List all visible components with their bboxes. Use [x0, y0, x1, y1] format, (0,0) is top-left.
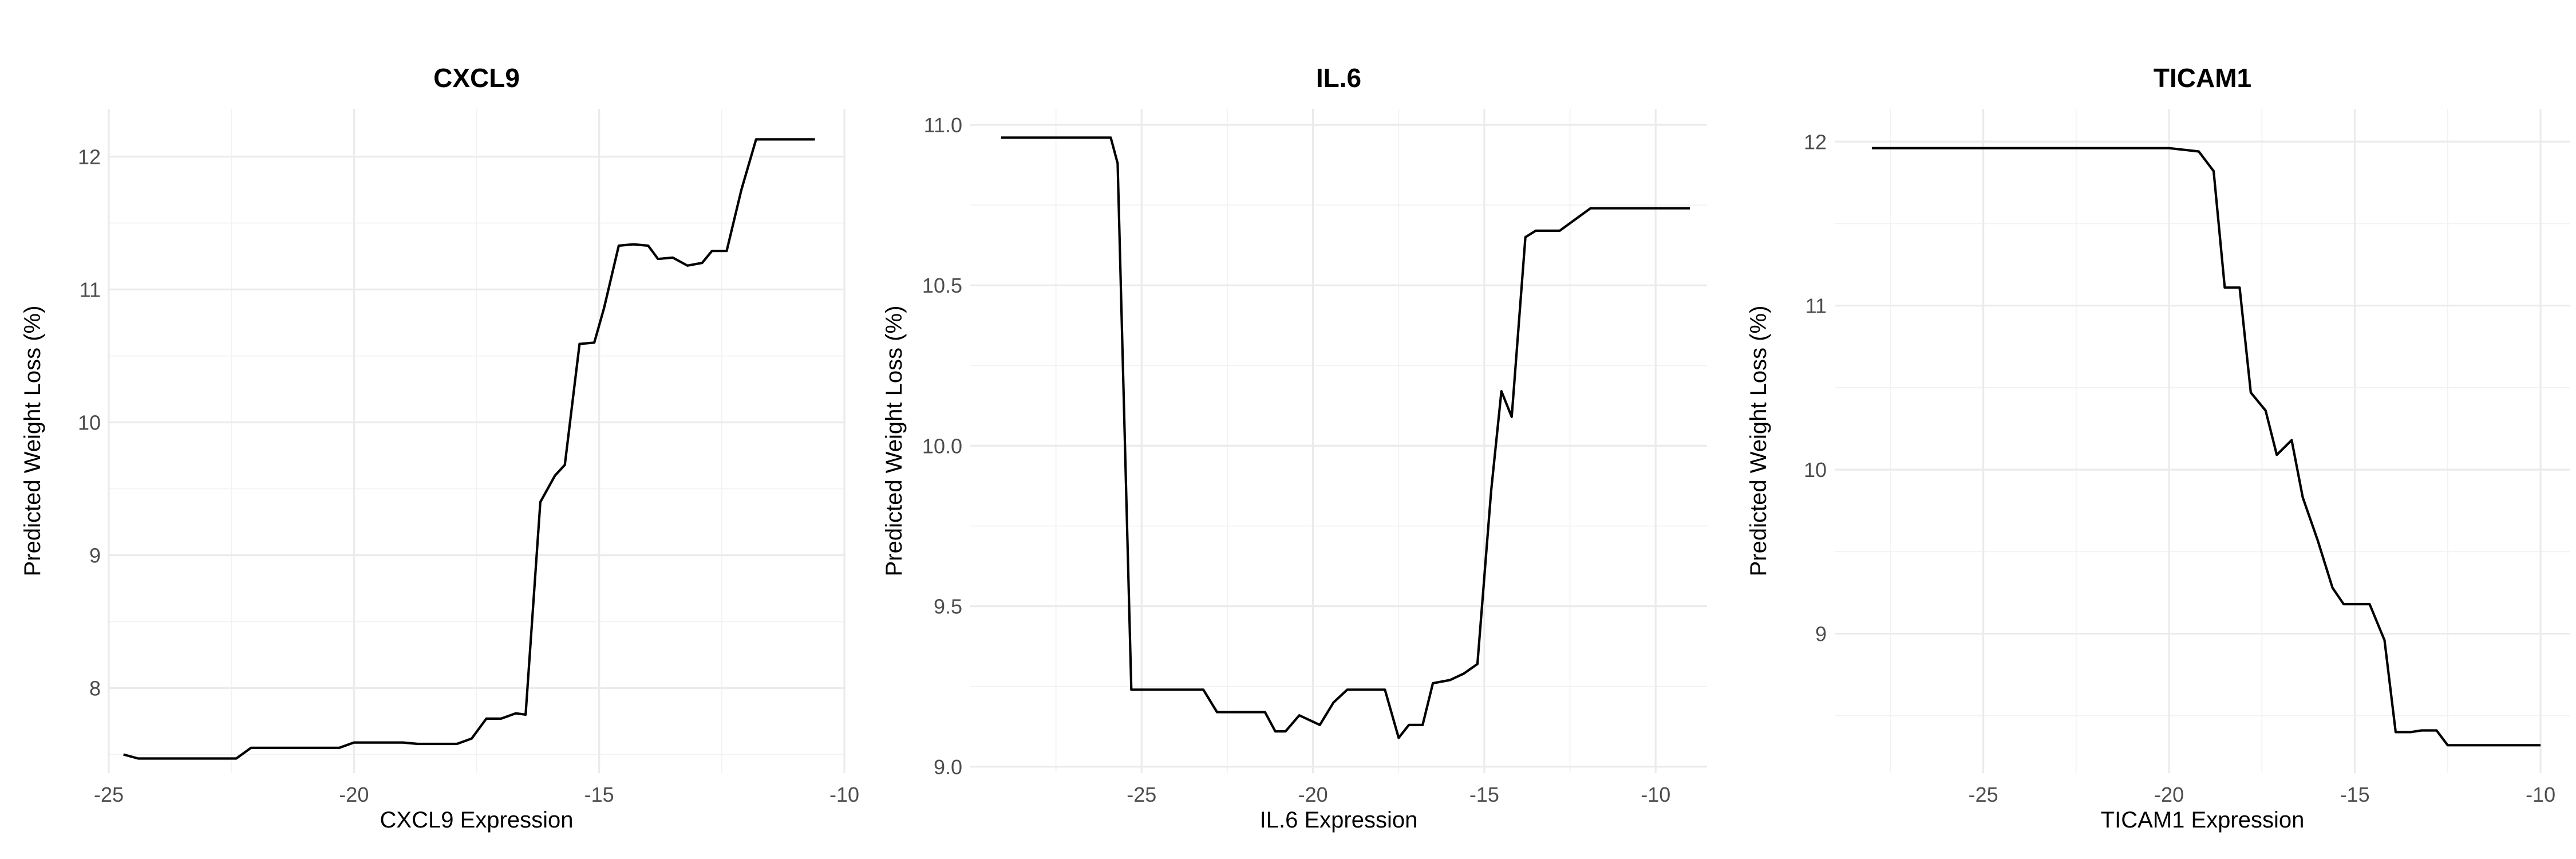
y-tick-label: 9 — [1815, 622, 1827, 646]
y-tick-label: 9.5 — [934, 595, 962, 618]
x-tick-label: -10 — [1641, 783, 1670, 806]
y-tick-label: 10.5 — [922, 274, 962, 297]
x-tick-label: -15 — [2340, 783, 2370, 806]
y-tick-label: 8 — [89, 677, 101, 700]
y-tick-label: 10 — [1804, 458, 1827, 482]
x-tick-label: -25 — [1969, 783, 1998, 806]
y-tick-label: 11 — [1805, 294, 1827, 318]
panel-cxcl9: -25 -20 -15 -10 8 9 10 11 12 CXCL9 CXCL9 Expressio… — [20, 63, 859, 833]
y-axis-label: Predicted Weight Loss (%) — [1746, 306, 1771, 577]
y-tick-label: 9.0 — [934, 755, 962, 779]
y-tick-label: 10.0 — [922, 434, 962, 458]
panel-title: TICAM1 — [2154, 63, 2251, 93]
y-tick-label: 10 — [78, 411, 101, 435]
x-axis-label: CXCL9 Expression — [380, 807, 574, 833]
series-line — [1871, 147, 2541, 747]
y-tick-label: 9 — [89, 544, 101, 568]
panel-il6: -25 -20 -15 -10 9.0 9.5 10.0 10.5 11.0 IL.6 IL.6 E… — [882, 63, 1707, 833]
y-axis-label: Predicted Weight Loss (%) — [20, 306, 45, 577]
panel-title: CXCL9 — [433, 63, 520, 93]
x-axis-label: TICAM1 Expression — [2101, 807, 2305, 833]
y-tick-label: 11 — [80, 278, 101, 302]
x-axis-label: IL.6 Expression — [1260, 807, 1418, 833]
series-line — [1001, 136, 1690, 739]
panel-ticam1: -25 -20 -15 -10 9 10 11 12 TICAM1 TICAM1 Expressi… — [1746, 63, 2570, 833]
x-tick-label: -10 — [829, 783, 859, 806]
x-tick-label: -10 — [2526, 783, 2555, 806]
y-tick-label: 12 — [1804, 130, 1827, 153]
x-tick-label: -15 — [1469, 783, 1499, 806]
x-tick-label: -20 — [339, 783, 369, 806]
panel-title: IL.6 — [1316, 63, 1361, 93]
x-tick-label: -15 — [584, 783, 614, 806]
x-tick-label: -25 — [94, 783, 124, 806]
y-axis-label: Predicted Weight Loss (%) — [882, 306, 907, 577]
series-line — [123, 138, 815, 760]
x-tick-label: -20 — [2154, 783, 2184, 806]
y-tick-label: 12 — [78, 145, 101, 169]
x-tick-label: -25 — [1127, 783, 1156, 806]
x-tick-label: -20 — [1298, 783, 1328, 806]
y-tick-label: 11.0 — [924, 113, 962, 137]
